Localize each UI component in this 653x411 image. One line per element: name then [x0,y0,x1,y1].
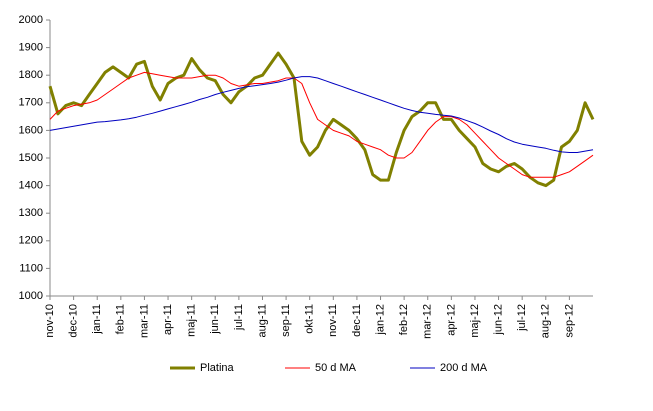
x-tick-label: feb-12 [398,304,410,335]
x-tick-label: jul-11 [233,304,245,331]
x-tick-label: nov-11 [327,304,339,337]
series-line [49,76,594,153]
x-tick-label: maj-12 [469,304,481,338]
x-tick-label: maj-11 [186,304,198,337]
y-tick-label: 1900 [19,42,43,54]
x-tick-label: nov-10 [44,304,56,338]
x-tick-label: jan-12 [374,304,386,336]
legend-label: Platina [200,362,235,374]
y-tick-label: 1100 [19,262,43,274]
x-tick-label: mar-12 [422,304,434,339]
x-tick-label: sep-12 [563,304,575,338]
y-tick-label: 1200 [19,235,43,247]
x-tick-label: jul-12 [516,304,528,332]
y-tick-label: 2000 [19,14,43,26]
legend-label: 50 d MA [315,362,357,374]
x-tick-label: jun-12 [492,304,504,336]
y-tick-label: 1400 [19,180,43,192]
series-line [49,71,594,178]
x-tick-label: dec-11 [351,304,363,337]
series-line [48,51,595,188]
y-tick-label: 1800 [19,69,43,81]
legend-label: 200 d MA [440,362,488,374]
x-tick-label: sep-11 [280,304,292,337]
x-tick-label: apr-12 [445,304,457,336]
x-tick-label: aug-11 [256,304,268,337]
x-tick-label: jun-11 [209,304,221,335]
x-tick-label: dec-10 [68,304,80,338]
x-tick-label: feb-11 [115,304,127,334]
x-tick-label: apr-11 [162,304,174,335]
y-tick-label: 1700 [19,97,43,109]
x-tick-label: aug-12 [540,304,552,338]
y-tick-label: 1000 [19,290,43,302]
y-tick-label: 1300 [19,207,43,219]
x-tick-label: mar-11 [138,304,150,338]
y-tick-label: 1500 [19,152,43,164]
x-tick-label: okt-11 [304,304,316,334]
y-tick-label: 1600 [19,124,43,136]
x-tick-label: jan-11 [91,304,103,335]
